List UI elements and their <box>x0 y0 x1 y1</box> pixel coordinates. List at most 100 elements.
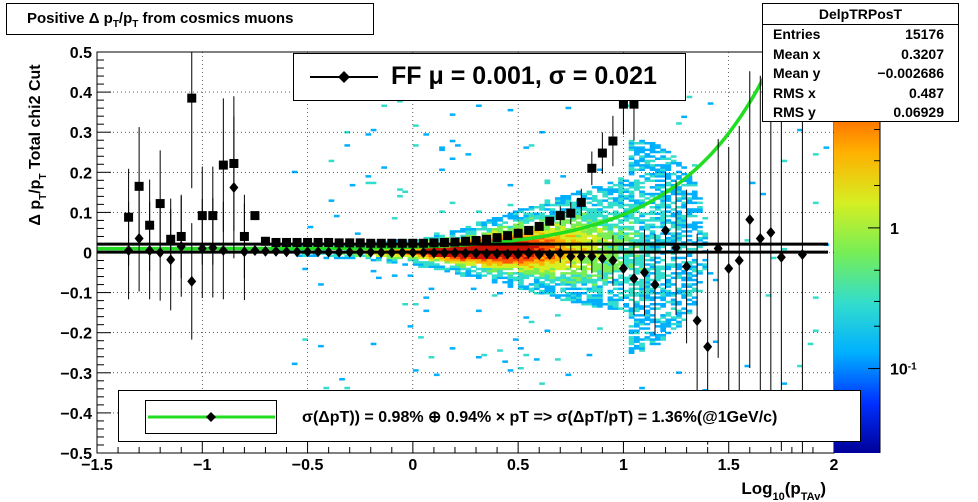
heatmap-cell <box>670 322 677 326</box>
heatmap-cell <box>576 217 582 220</box>
heatmap-cell <box>676 228 682 231</box>
data-point-square <box>576 197 586 207</box>
heatmap-cell <box>686 292 693 295</box>
heatmap-cell <box>612 201 619 205</box>
heatmap-cell <box>649 296 656 299</box>
heatmap-cell <box>691 303 698 306</box>
heatmap-cell <box>597 305 603 308</box>
data-point-diamond <box>503 248 513 260</box>
heatmap-cell <box>612 236 619 240</box>
heatmap-cell <box>512 225 519 229</box>
heatmap-cell <box>618 225 624 229</box>
heatmap-cell <box>570 281 577 284</box>
heatmap-cell <box>418 336 424 339</box>
heatmap-cell <box>407 325 414 328</box>
heatmap-cell <box>591 258 598 262</box>
data-point-diamond <box>639 267 649 279</box>
heatmap-cell <box>618 281 624 284</box>
heatmap-cell <box>349 256 356 260</box>
heatmap-cell <box>544 232 551 235</box>
heatmap-cell <box>665 166 672 169</box>
heatmap-cell <box>628 247 635 251</box>
heatmap-cell <box>634 142 640 145</box>
heatmap-cell <box>560 294 566 297</box>
heatmap-cell <box>676 274 682 277</box>
heatmap-cell <box>707 272 714 275</box>
heatmap-cell <box>576 294 582 297</box>
heatmap-cell <box>697 289 703 293</box>
heatmap-cell <box>618 287 624 291</box>
heatmap-cell <box>518 219 524 222</box>
heatmap-cell <box>560 245 566 249</box>
heatmap-cell <box>655 296 661 299</box>
heatmap-cell <box>634 283 640 286</box>
data-point-square <box>355 238 365 248</box>
heatmap-cell <box>649 272 656 275</box>
heatmap-cell <box>602 267 609 271</box>
heatmap-cell <box>655 188 661 191</box>
heatmap-cell <box>376 254 382 257</box>
data-point-square <box>324 237 334 247</box>
heatmap-cell <box>460 267 466 271</box>
heatmap-cell <box>665 195 672 198</box>
heatmap-cell <box>602 228 609 231</box>
heatmap-cell <box>649 148 656 152</box>
heatmap-cell <box>491 256 498 260</box>
stats-row-rms-y: RMS y 0.06929 <box>763 103 958 123</box>
legend-marker-symbol <box>310 71 378 83</box>
heatmap-cell <box>597 234 603 238</box>
y-tick-label: 0.2 <box>70 165 92 182</box>
heatmap-cell <box>649 292 656 295</box>
data-point-square <box>587 163 597 173</box>
heatmap-cell <box>639 232 645 235</box>
heatmap-cell <box>628 164 635 167</box>
heatmap-cell <box>533 267 540 271</box>
heatmap-cell <box>660 223 666 227</box>
heatmap-cell <box>391 261 398 264</box>
heatmap-cell <box>655 325 661 328</box>
heatmap-cell <box>639 292 645 295</box>
heatmap-cell <box>533 245 540 249</box>
heatmap-cell <box>523 316 530 319</box>
heatmap-cell <box>533 276 540 280</box>
heatmap-cell <box>512 276 519 280</box>
heatmap-cell <box>623 256 630 260</box>
heatmap-cell <box>686 303 693 306</box>
heatmap-cell <box>576 230 582 233</box>
heatmap-cell <box>602 192 609 196</box>
heatmap-cell <box>560 195 566 198</box>
heatmap-cell <box>481 225 487 229</box>
data-point-diamond <box>555 247 565 259</box>
heatmap-cell <box>428 356 435 359</box>
heatmap-cell <box>565 236 572 240</box>
heatmap-cell <box>623 289 630 293</box>
heatmap-cell <box>491 278 498 282</box>
heatmap-cell <box>523 272 530 275</box>
heatmap-cell <box>618 186 624 189</box>
heatmap-cell <box>544 292 551 295</box>
heatmap-cell <box>455 230 461 233</box>
heatmap-cell <box>649 230 656 233</box>
heatmap-cell <box>686 208 693 211</box>
heatmap-cell <box>565 221 572 224</box>
heatmap-cell <box>655 318 661 321</box>
heatmap-cell <box>576 223 582 227</box>
heatmap-cell <box>665 219 672 222</box>
heatmap-cell <box>423 261 430 264</box>
heatmap-cell <box>560 298 566 302</box>
heatmap-cell <box>649 201 656 205</box>
heatmap-cell <box>512 214 519 218</box>
heatmap-cell <box>470 245 477 249</box>
heatmap-cell <box>681 230 687 233</box>
heatmap-cell <box>691 258 698 262</box>
heatmap-cell <box>628 289 635 293</box>
heatmap-cell <box>686 225 693 229</box>
heatmap-cell <box>623 261 630 264</box>
heatmap-cell <box>676 322 682 326</box>
heatmap-cell <box>470 228 477 231</box>
heatmap-cell <box>644 338 651 341</box>
heatmap-cell <box>634 159 640 163</box>
heatmap-cell <box>676 232 682 235</box>
heatmap-cell <box>612 287 619 291</box>
heatmap-cell <box>512 247 519 251</box>
